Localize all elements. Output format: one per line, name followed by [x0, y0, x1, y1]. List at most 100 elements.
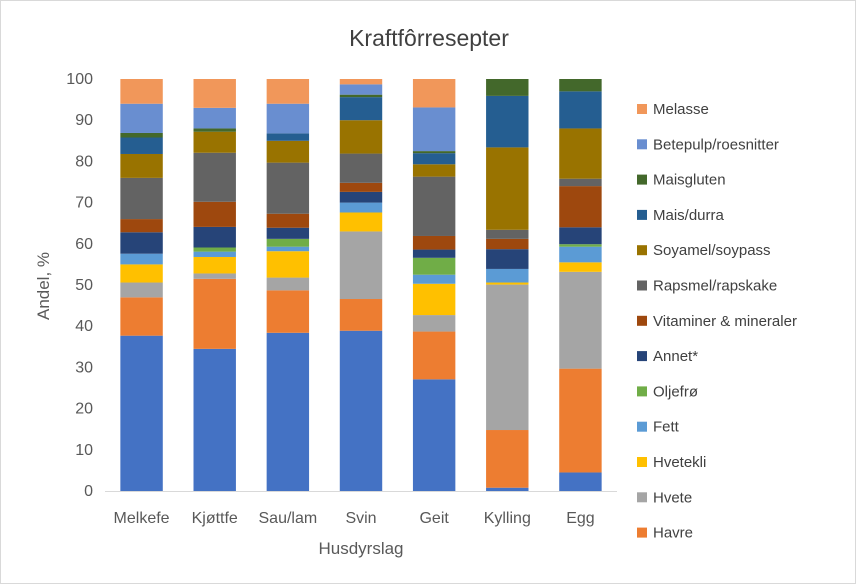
bar-segment [266, 162, 310, 214]
bar-segment [339, 299, 383, 331]
bar-segment [193, 128, 236, 132]
bar-segment [339, 94, 383, 98]
bar-segment [559, 246, 602, 263]
bar-segment [486, 147, 529, 230]
x-tick-label: Svin [345, 510, 376, 527]
bar-segment [339, 97, 383, 121]
bar-segment [412, 107, 456, 152]
legend-swatch [637, 492, 647, 503]
bar-segment [266, 213, 310, 228]
bar-segment [412, 164, 456, 177]
y-tick-label: 90 [75, 112, 93, 129]
bar-segment [486, 229, 529, 239]
bar-segment [193, 201, 236, 227]
bar-segment [193, 251, 236, 257]
legend-label: Hvete [653, 489, 692, 506]
bar-segment [193, 107, 236, 129]
bar-segment [120, 177, 163, 220]
bar-segment [559, 91, 602, 129]
x-axis: Melkefe Kjøttfe Sau/lam Svin Geit Kylling Egg [114, 510, 595, 527]
bar-segment [266, 133, 310, 141]
bar-segment [120, 335, 163, 491]
bar-segment [486, 249, 529, 269]
bar-segment [339, 153, 383, 183]
legend-swatch [637, 139, 647, 150]
legend-label: Rapsmel/rapskake [653, 278, 777, 295]
bar-segment [339, 182, 383, 192]
bar-segment [120, 103, 163, 133]
bar-segment [559, 368, 602, 473]
bar-segment [412, 151, 456, 154]
bar-segment [339, 231, 383, 300]
legend-swatch [637, 209, 647, 220]
bar-segment [266, 332, 310, 491]
bar-segment [120, 264, 163, 283]
bar-segment [559, 227, 602, 245]
bar-segment [412, 315, 456, 332]
bar-segment [339, 84, 383, 95]
bar-segment [559, 79, 602, 92]
bar-segment [486, 430, 529, 488]
x-tick-label: Melkefe [114, 510, 170, 527]
x-tick-label: Sau/lam [259, 510, 318, 527]
bar-segment [120, 153, 163, 178]
bar-segment [339, 79, 383, 85]
y-tick-label: 80 [75, 153, 93, 170]
y-tick-label: 100 [66, 71, 93, 88]
y-tick-label: 60 [75, 236, 93, 253]
bar-segment [120, 282, 163, 298]
legend-label: Betepulp/roesnitter [653, 136, 779, 153]
bar-segment [120, 79, 163, 104]
legend-label: Mais/durra [653, 207, 725, 224]
bar-segment [559, 186, 602, 228]
bar-segment [486, 79, 529, 96]
legend-label: Vitaminer & mineraler [653, 313, 797, 330]
x-tick-label: Egg [566, 510, 594, 527]
bar-segment [412, 249, 456, 258]
bar-segment [193, 256, 236, 274]
bar-segment [266, 246, 310, 252]
bar-segment [486, 268, 529, 283]
bar-segment [412, 153, 456, 165]
bar-segment [559, 262, 602, 272]
bar-segment [486, 487, 529, 491]
legend-swatch [637, 421, 647, 432]
y-tick-label: 20 [75, 401, 93, 418]
bar-segment [559, 472, 602, 491]
bar-segment [412, 235, 456, 250]
legend-swatch [637, 386, 647, 397]
bar-segment [193, 247, 236, 252]
y-tick-label: 40 [75, 318, 93, 335]
bar-segment [193, 273, 236, 279]
legend: Melasse Betepulp/roesnitter Maisgluten Mais… [637, 101, 797, 542]
bar-segment [193, 152, 236, 202]
legend-swatch [637, 245, 647, 256]
bar-segment [193, 348, 236, 491]
y-tick-label: 70 [75, 195, 93, 212]
bar-segment [266, 290, 310, 333]
legend-label: Soyamel/soypass [653, 242, 771, 259]
bar-segment [339, 202, 383, 213]
legend-label: Hvetekli [653, 454, 706, 471]
bar-segment [412, 379, 456, 491]
bar-segment [266, 227, 310, 239]
legend-swatch [637, 174, 647, 185]
legend-swatch [637, 457, 647, 467]
bar-segment [339, 191, 383, 203]
y-axis-label: Andel, % [34, 252, 53, 320]
bars-group [120, 79, 602, 491]
bar-segment [412, 257, 456, 275]
bar-segment [266, 103, 310, 134]
bar-segment [266, 79, 310, 104]
legend-label: Oljefrø [653, 383, 698, 400]
x-tick-label: Kylling [484, 510, 531, 527]
bar-segment [120, 137, 163, 154]
y-tick-label: 30 [75, 359, 93, 376]
bar-segment [486, 284, 529, 431]
legend-label: Annet* [653, 348, 698, 365]
bar-segment [193, 226, 236, 248]
legend-swatch [637, 104, 647, 114]
y-tick-label: 10 [75, 442, 93, 459]
bar-segment [120, 232, 163, 254]
bar-segment [120, 297, 163, 336]
